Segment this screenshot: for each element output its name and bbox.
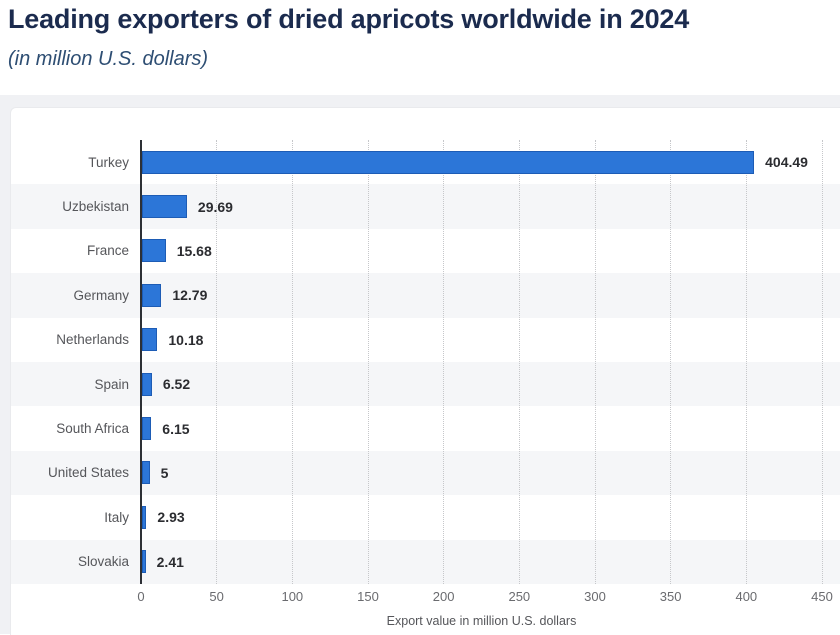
category-label-france: France	[86, 243, 129, 259]
chart-row-germany: Germany 12.79	[11, 273, 840, 318]
x-tick-label-0: 0	[137, 589, 145, 604]
bar-turkey[interactable]	[142, 150, 755, 174]
x-tick-label-50: 50	[209, 589, 224, 604]
x-axis-tick-labels: 0 50 100 150 200 250 300 350 400 450	[137, 589, 832, 605]
bar-united-states[interactable]	[142, 461, 150, 485]
value-label-germany: 12.79	[172, 287, 208, 304]
category-label-south-africa: South Africa	[56, 421, 129, 437]
value-label-italy: 2.93	[157, 509, 185, 526]
chart-row-france: France 15.68	[11, 228, 840, 274]
bar-france[interactable]	[142, 239, 166, 263]
page-title: Leading exporters of dried apricots worl…	[8, 4, 690, 34]
bar-slovakia[interactable]	[142, 550, 146, 574]
bar-germany[interactable]	[142, 283, 162, 307]
chart-row-uzbekistan: Uzbekistan 29.69	[11, 184, 840, 229]
category-label-italy: Italy	[104, 509, 129, 525]
category-label-spain: Spain	[94, 376, 129, 392]
x-tick-label-450: 450	[811, 589, 833, 604]
value-label-south-africa: 6.15	[162, 420, 190, 437]
value-label-uzbekistan: 29.69	[197, 198, 233, 215]
category-label-uzbekistan: Uzbekistan	[62, 199, 129, 215]
bar-italy[interactable]	[142, 505, 147, 529]
value-label-united-states: 5	[160, 464, 169, 481]
chart-row-netherlands: Netherlands 10.18	[11, 317, 840, 362]
chart-plot-rows: Turkey 404.49 Uzbekistan 29.69 France 15.68 Ge…	[11, 140, 840, 584]
x-tick-label-400: 400	[735, 589, 758, 604]
x-tick-label-150: 150	[357, 589, 379, 604]
page-subtitle: (in million U.S. dollars)	[8, 48, 209, 70]
value-label-spain: 6.52	[162, 376, 191, 393]
chart-card: Turkey 404.49 Uzbekistan 29.69 France 15.68 Ge…	[10, 107, 840, 635]
category-label-turkey: Turkey	[88, 154, 129, 170]
x-tick-label-250: 250	[508, 589, 531, 604]
y-axis-line	[140, 140, 142, 584]
chart-row-south-africa: South Africa 6.15	[11, 406, 840, 451]
x-axis-title: Export value in million U.S. dollars	[386, 614, 577, 628]
x-tick-label-300: 300	[584, 589, 606, 604]
x-tick-label-200: 200	[432, 589, 455, 604]
value-label-netherlands: 10.18	[168, 331, 204, 348]
x-tick-label-350: 350	[659, 589, 682, 604]
x-tick-label-100: 100	[281, 589, 304, 604]
bar-uzbekistan[interactable]	[142, 194, 187, 218]
category-label-united-states: United States	[47, 465, 129, 481]
chart-header: Leading exporters of dried apricots worl…	[0, 0, 840, 95]
bar-south-africa[interactable]	[142, 416, 152, 440]
chart-row-united-states: United States 5	[11, 450, 840, 496]
chart-row-italy: Italy 2.93	[11, 495, 840, 540]
category-label-netherlands: Netherlands	[56, 332, 129, 348]
chart-row-slovakia: Slovakia 2.41	[11, 539, 840, 584]
chart-row-spain: Spain 6.52	[11, 362, 840, 407]
category-label-germany: Germany	[73, 287, 129, 303]
value-label-turkey: 404.49	[765, 154, 808, 171]
chart-row-turkey: Turkey 404.49	[11, 140, 840, 185]
value-label-france: 15.68	[176, 242, 212, 259]
bar-netherlands[interactable]	[142, 328, 158, 352]
bar-spain[interactable]	[142, 372, 152, 396]
page-background: Turkey 404.49 Uzbekistan 29.69 France 15.68 Ge…	[0, 95, 840, 635]
category-label-slovakia: Slovakia	[77, 554, 129, 570]
value-label-slovakia: 2.41	[156, 553, 184, 570]
